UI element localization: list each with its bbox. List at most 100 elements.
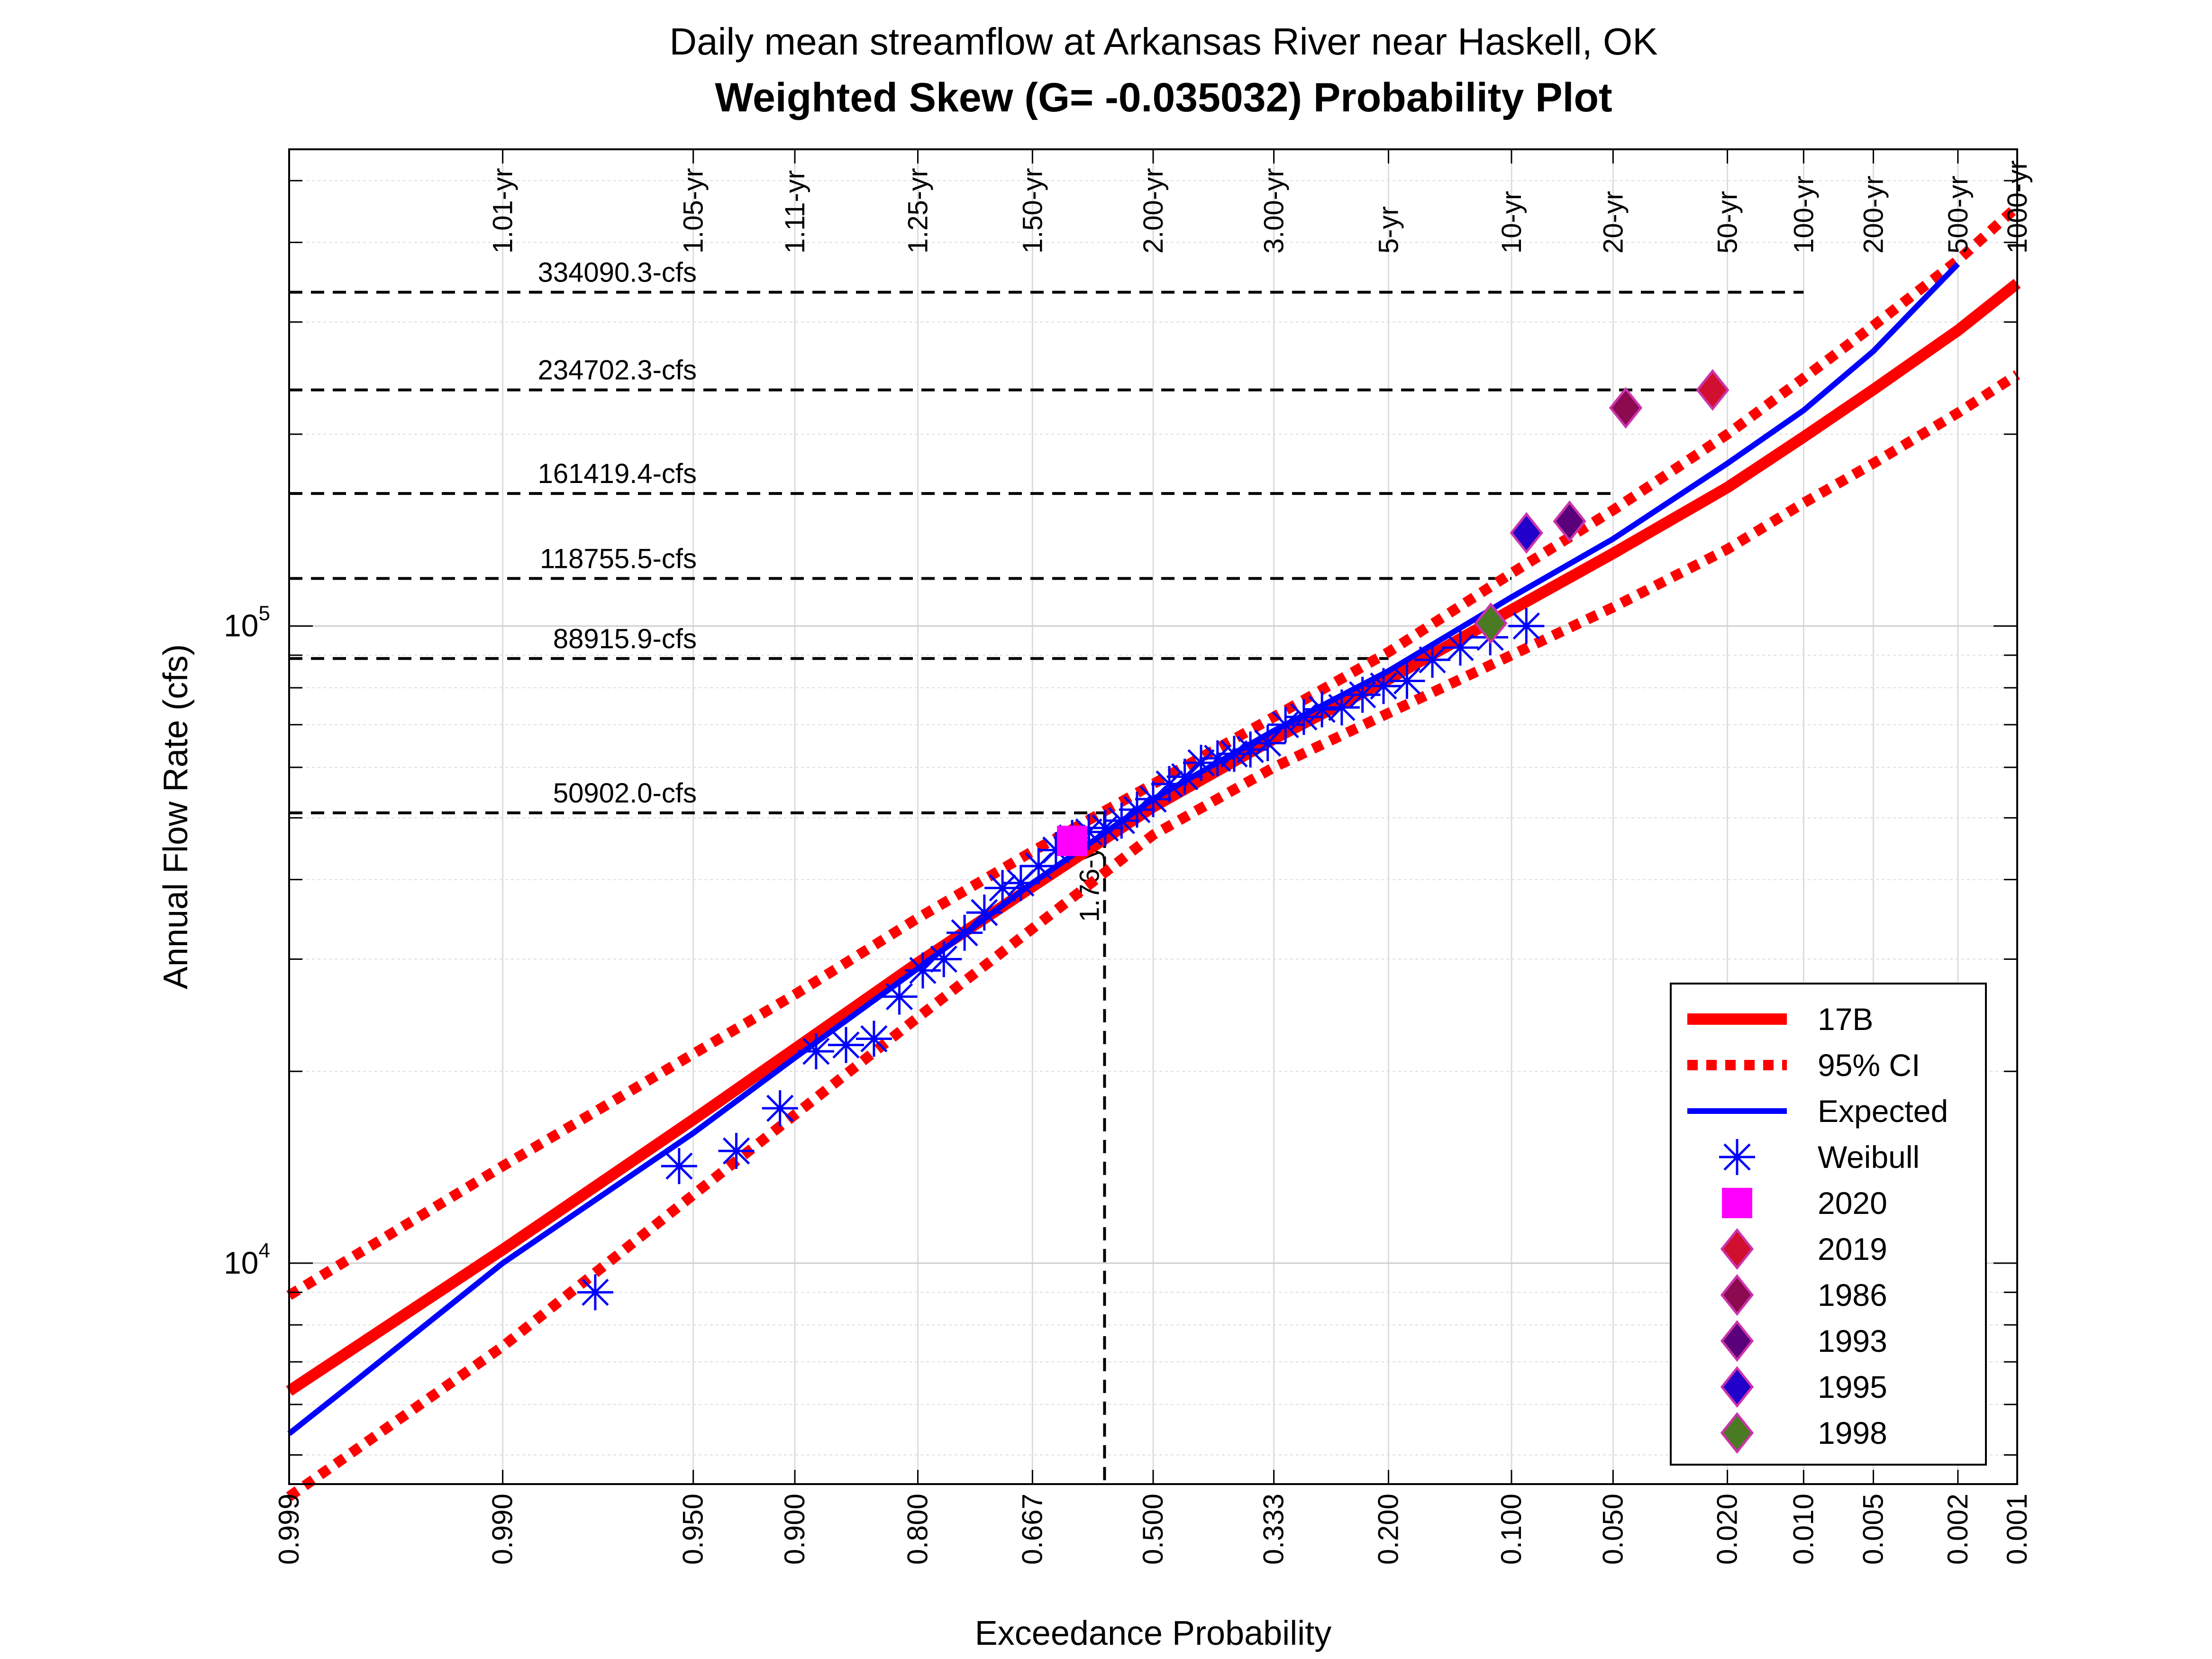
legend-swatch — [1720, 1228, 1754, 1270]
return-period-label: 3.00-yr — [1259, 168, 1290, 254]
x-tick-label: 0.950 — [677, 1494, 709, 1565]
return-period-label: 10-yr — [1496, 191, 1527, 254]
point-1995 — [1510, 512, 1543, 554]
y-tick-base: 10 — [224, 608, 258, 643]
legend-swatch — [1720, 1320, 1754, 1362]
weibull-point — [1103, 802, 1140, 839]
return-period-label: 5-yr — [1373, 206, 1404, 254]
weibull-point — [1442, 629, 1479, 666]
weibull-point — [1020, 848, 1057, 884]
x-tick-label: 0.020 — [1711, 1494, 1743, 1565]
reference-flow-label: 334090.3-cfs — [538, 257, 697, 288]
x-tick-label: 0.050 — [1597, 1494, 1629, 1565]
weibull-point — [1087, 810, 1123, 846]
legend-label: 1995 — [1818, 1369, 1887, 1404]
return-period-label: 1.01-yr — [488, 168, 519, 254]
weibull-point — [1119, 792, 1155, 828]
x-axis-title: Exceedance Probability — [975, 1614, 1331, 1652]
x-tick-label: 0.500 — [1137, 1494, 1169, 1565]
series-line-ci-lower — [286, 370, 2020, 1501]
return-period-label: 20-yr — [1598, 191, 1629, 254]
return-period-label: 100-yr — [1788, 176, 1819, 254]
legend-swatch — [1720, 1366, 1754, 1408]
x-tick-label: 0.001 — [2001, 1494, 2033, 1565]
return-period-label: 200-yr — [1858, 176, 1889, 254]
reference-lines: 334090.3-cfs 234702.3-cfs 161419.4-cfs 1187… — [289, 257, 1804, 1484]
weibull-point — [1365, 668, 1402, 704]
reference-flow-label: 234702.3-cfs — [538, 355, 697, 386]
x-tick-label: 0.333 — [1258, 1494, 1290, 1565]
point-1998 — [1474, 602, 1508, 644]
legend-label: 95% CI — [1818, 1048, 1920, 1083]
return-period-label: 1.05-yr — [678, 168, 709, 254]
reference-flow-label: 161419.4-cfs — [538, 458, 697, 489]
legend-swatch — [1722, 1188, 1752, 1218]
x-tick-label: 0.200 — [1372, 1494, 1404, 1565]
y-tick-label-1: 105 — [224, 602, 270, 643]
chart-title: Daily mean streamflow at Arkansas River … — [669, 20, 1657, 63]
legend-label: 1986 — [1818, 1277, 1887, 1313]
y-axis-title: Annual Flow Rate (cfs) — [157, 644, 195, 989]
legend-label: 2019 — [1818, 1231, 1887, 1267]
y-tick-exponent: 4 — [259, 1239, 270, 1262]
y-tick-base: 10 — [224, 1245, 258, 1280]
weibull-point — [984, 870, 1021, 906]
return-period-label: 2.00-yr — [1138, 168, 1169, 254]
legend-swatch — [1720, 1412, 1754, 1454]
x-tick-label: 0.990 — [487, 1494, 519, 1565]
weibull-point — [798, 1033, 834, 1070]
weibull-point — [718, 1133, 755, 1169]
weibull-point — [881, 978, 918, 1015]
weibull-point — [926, 941, 962, 977]
legend-label: Weibull — [1818, 1139, 1920, 1175]
point-2020 — [1057, 826, 1088, 857]
series-line-expected — [287, 262, 1960, 1436]
weibull-point — [762, 1090, 798, 1127]
point-1993 — [1553, 500, 1586, 542]
x-tick-label: 0.010 — [1787, 1494, 1819, 1565]
axes-layer: 0.999 0.990 0.950 0.900 0.800 0.667 0.500 0.333… — [224, 149, 2033, 1565]
point-1986 — [1609, 387, 1643, 429]
return-period-label: 500-yr — [1943, 176, 1974, 254]
weibull-point — [904, 952, 941, 989]
y-tick-exponent: 5 — [259, 602, 270, 625]
legend-label: Expected — [1818, 1094, 1948, 1129]
return-period-label: 1.25-yr — [903, 168, 934, 254]
weibull-point — [1166, 758, 1203, 795]
x-tick-label: 0.667 — [1016, 1494, 1048, 1565]
point-2019 — [1696, 369, 1730, 411]
weibull-point — [1389, 663, 1425, 699]
x-tick-label: 0.800 — [902, 1494, 934, 1565]
x-tick-label: 0.005 — [1857, 1494, 1889, 1565]
legend-swatch — [1720, 1274, 1754, 1316]
weibull-point — [661, 1148, 697, 1185]
x-tick-label: 0.100 — [1495, 1494, 1527, 1565]
legend-label: 1998 — [1818, 1415, 1887, 1450]
reference-flow-label: 118755.5-cfs — [540, 543, 697, 574]
markers-layer — [577, 369, 1730, 1311]
return-period-label: 1.11-yr — [780, 170, 810, 254]
legend-label: 2020 — [1818, 1185, 1887, 1221]
x-tick-label: 0.900 — [779, 1494, 810, 1565]
x-tick-label: 0.999 — [273, 1494, 305, 1565]
return-period-label: 1000-yr — [2002, 160, 2033, 254]
weibull-point — [1414, 642, 1451, 678]
weibull-point — [1304, 691, 1340, 728]
weibull-point — [1508, 608, 1545, 644]
reference-flow-label: 88915.9-cfs — [553, 623, 697, 654]
weibull-point — [1151, 766, 1188, 802]
return-period-label: 1.50-yr — [1017, 168, 1048, 254]
y-tick-label-0: 104 — [224, 1239, 270, 1280]
weibull-point — [856, 1021, 892, 1057]
weibull-point — [1323, 689, 1360, 726]
return-period-label: 50-yr — [1712, 191, 1743, 254]
weibull-point — [828, 1027, 864, 1063]
legend-label: 1993 — [1818, 1323, 1887, 1358]
weibull-point — [966, 894, 1002, 931]
reference-flow-label: 50902.0-cfs — [553, 778, 697, 809]
weibull-point — [1216, 736, 1252, 772]
weibull-point — [577, 1274, 613, 1311]
chart-subtitle: Weighted Skew (G= -0.035032) Probability… — [715, 75, 1612, 120]
x-tick-label: 0.002 — [1942, 1494, 1974, 1565]
